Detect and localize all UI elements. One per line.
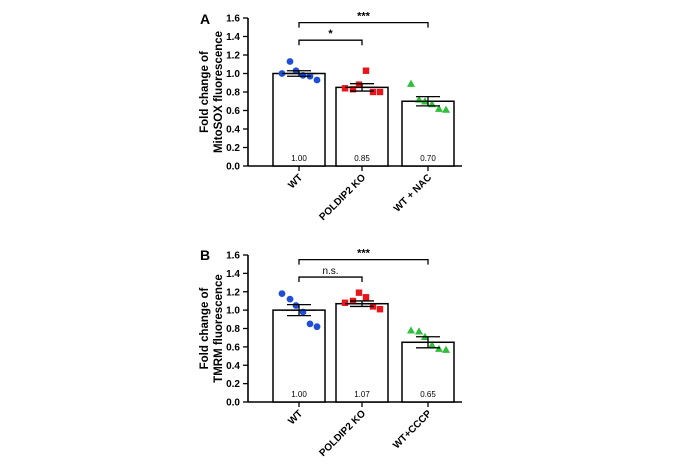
data-point — [306, 320, 314, 328]
data-point — [341, 299, 349, 306]
significance-bracket — [298, 276, 363, 283]
y-tick-label: 1.6 — [226, 251, 240, 262]
data-point — [313, 323, 321, 331]
bar-value-label: 0.70 — [420, 154, 436, 163]
y-tick-label: 0.0 — [226, 162, 240, 173]
y-axis-label-line: TMRM fluorescence — [213, 274, 225, 383]
y-tick-label: 0.0 — [226, 398, 240, 409]
panel-letter: A — [200, 11, 210, 27]
y-tick-label: 0.2 — [226, 379, 240, 390]
y-tick-label: 1.4 — [226, 269, 240, 280]
y-tick-label: 0.6 — [226, 342, 240, 353]
y-tick-label: 1.4 — [226, 32, 240, 43]
y-tick-label: 0.8 — [226, 88, 240, 99]
significance-bracket — [298, 39, 363, 46]
significance-label: *** — [357, 11, 371, 23]
bar-value-label: 1.00 — [291, 390, 307, 399]
y-tick-label: 1.6 — [226, 14, 240, 25]
data-point — [313, 76, 321, 84]
data-point — [442, 345, 450, 353]
x-category-label: POLDIP2 KO — [318, 172, 369, 223]
y-tick-label: 0.6 — [226, 106, 240, 117]
data-point — [407, 79, 415, 87]
y-tick-label: 0.4 — [226, 125, 240, 136]
y-axis-label-line: Fold change of — [199, 51, 211, 133]
bar — [335, 86, 389, 167]
data-point — [362, 294, 370, 301]
panel-letter: B — [200, 247, 210, 263]
data-point — [355, 81, 363, 88]
data-point — [278, 290, 286, 297]
x-category-label: WT — [286, 408, 305, 427]
y-axis-label-line: Fold change of — [199, 287, 211, 369]
data-point — [376, 88, 384, 96]
data-point — [369, 88, 377, 96]
y-tick-label: 0.4 — [226, 361, 240, 372]
significance-bracket — [298, 21, 429, 28]
x-category-label: WT + NAC — [392, 172, 434, 214]
bar-value-label: 0.65 — [420, 390, 436, 399]
data-point — [435, 104, 443, 112]
y-tick-label: 0.2 — [226, 143, 240, 154]
bar-value-label: 0.85 — [354, 154, 370, 163]
bar-value-label: 1.07 — [354, 390, 370, 399]
data-point — [415, 327, 423, 335]
data-point — [362, 67, 370, 74]
data-point — [407, 326, 415, 334]
data-point — [349, 86, 357, 93]
y-tick-label: 0.8 — [226, 324, 240, 335]
data-point — [286, 295, 294, 303]
data-point — [341, 85, 349, 92]
x-category-label: WT+CCCP — [391, 408, 434, 451]
data-point — [442, 105, 450, 113]
bar — [335, 302, 389, 403]
y-tick-label: 1.0 — [226, 306, 240, 317]
chart-panel-b: B Fold change of TMRM fluorescence 0.0 0.2 0.… — [199, 247, 462, 459]
y-tick-label: 1.2 — [226, 51, 240, 62]
y-tick-label: 1.2 — [226, 287, 240, 298]
x-category-label: WT — [286, 172, 305, 191]
data-point — [376, 306, 384, 313]
y-tick-label: 1.0 — [226, 69, 240, 80]
y-axis-label-line: MitoSOX fluorescence — [213, 31, 225, 153]
significance-label: * — [328, 28, 333, 40]
bar-value-label: 1.00 — [291, 154, 307, 163]
bar — [272, 72, 326, 167]
data-point — [355, 289, 363, 296]
significance-label: n.s. — [322, 266, 338, 277]
significance-bracket — [298, 258, 429, 265]
data-point — [292, 302, 300, 309]
significance-label: *** — [357, 248, 371, 260]
x-category-label: POLDIP2 KO — [318, 408, 369, 459]
data-point — [428, 341, 436, 349]
data-point — [286, 58, 294, 65]
